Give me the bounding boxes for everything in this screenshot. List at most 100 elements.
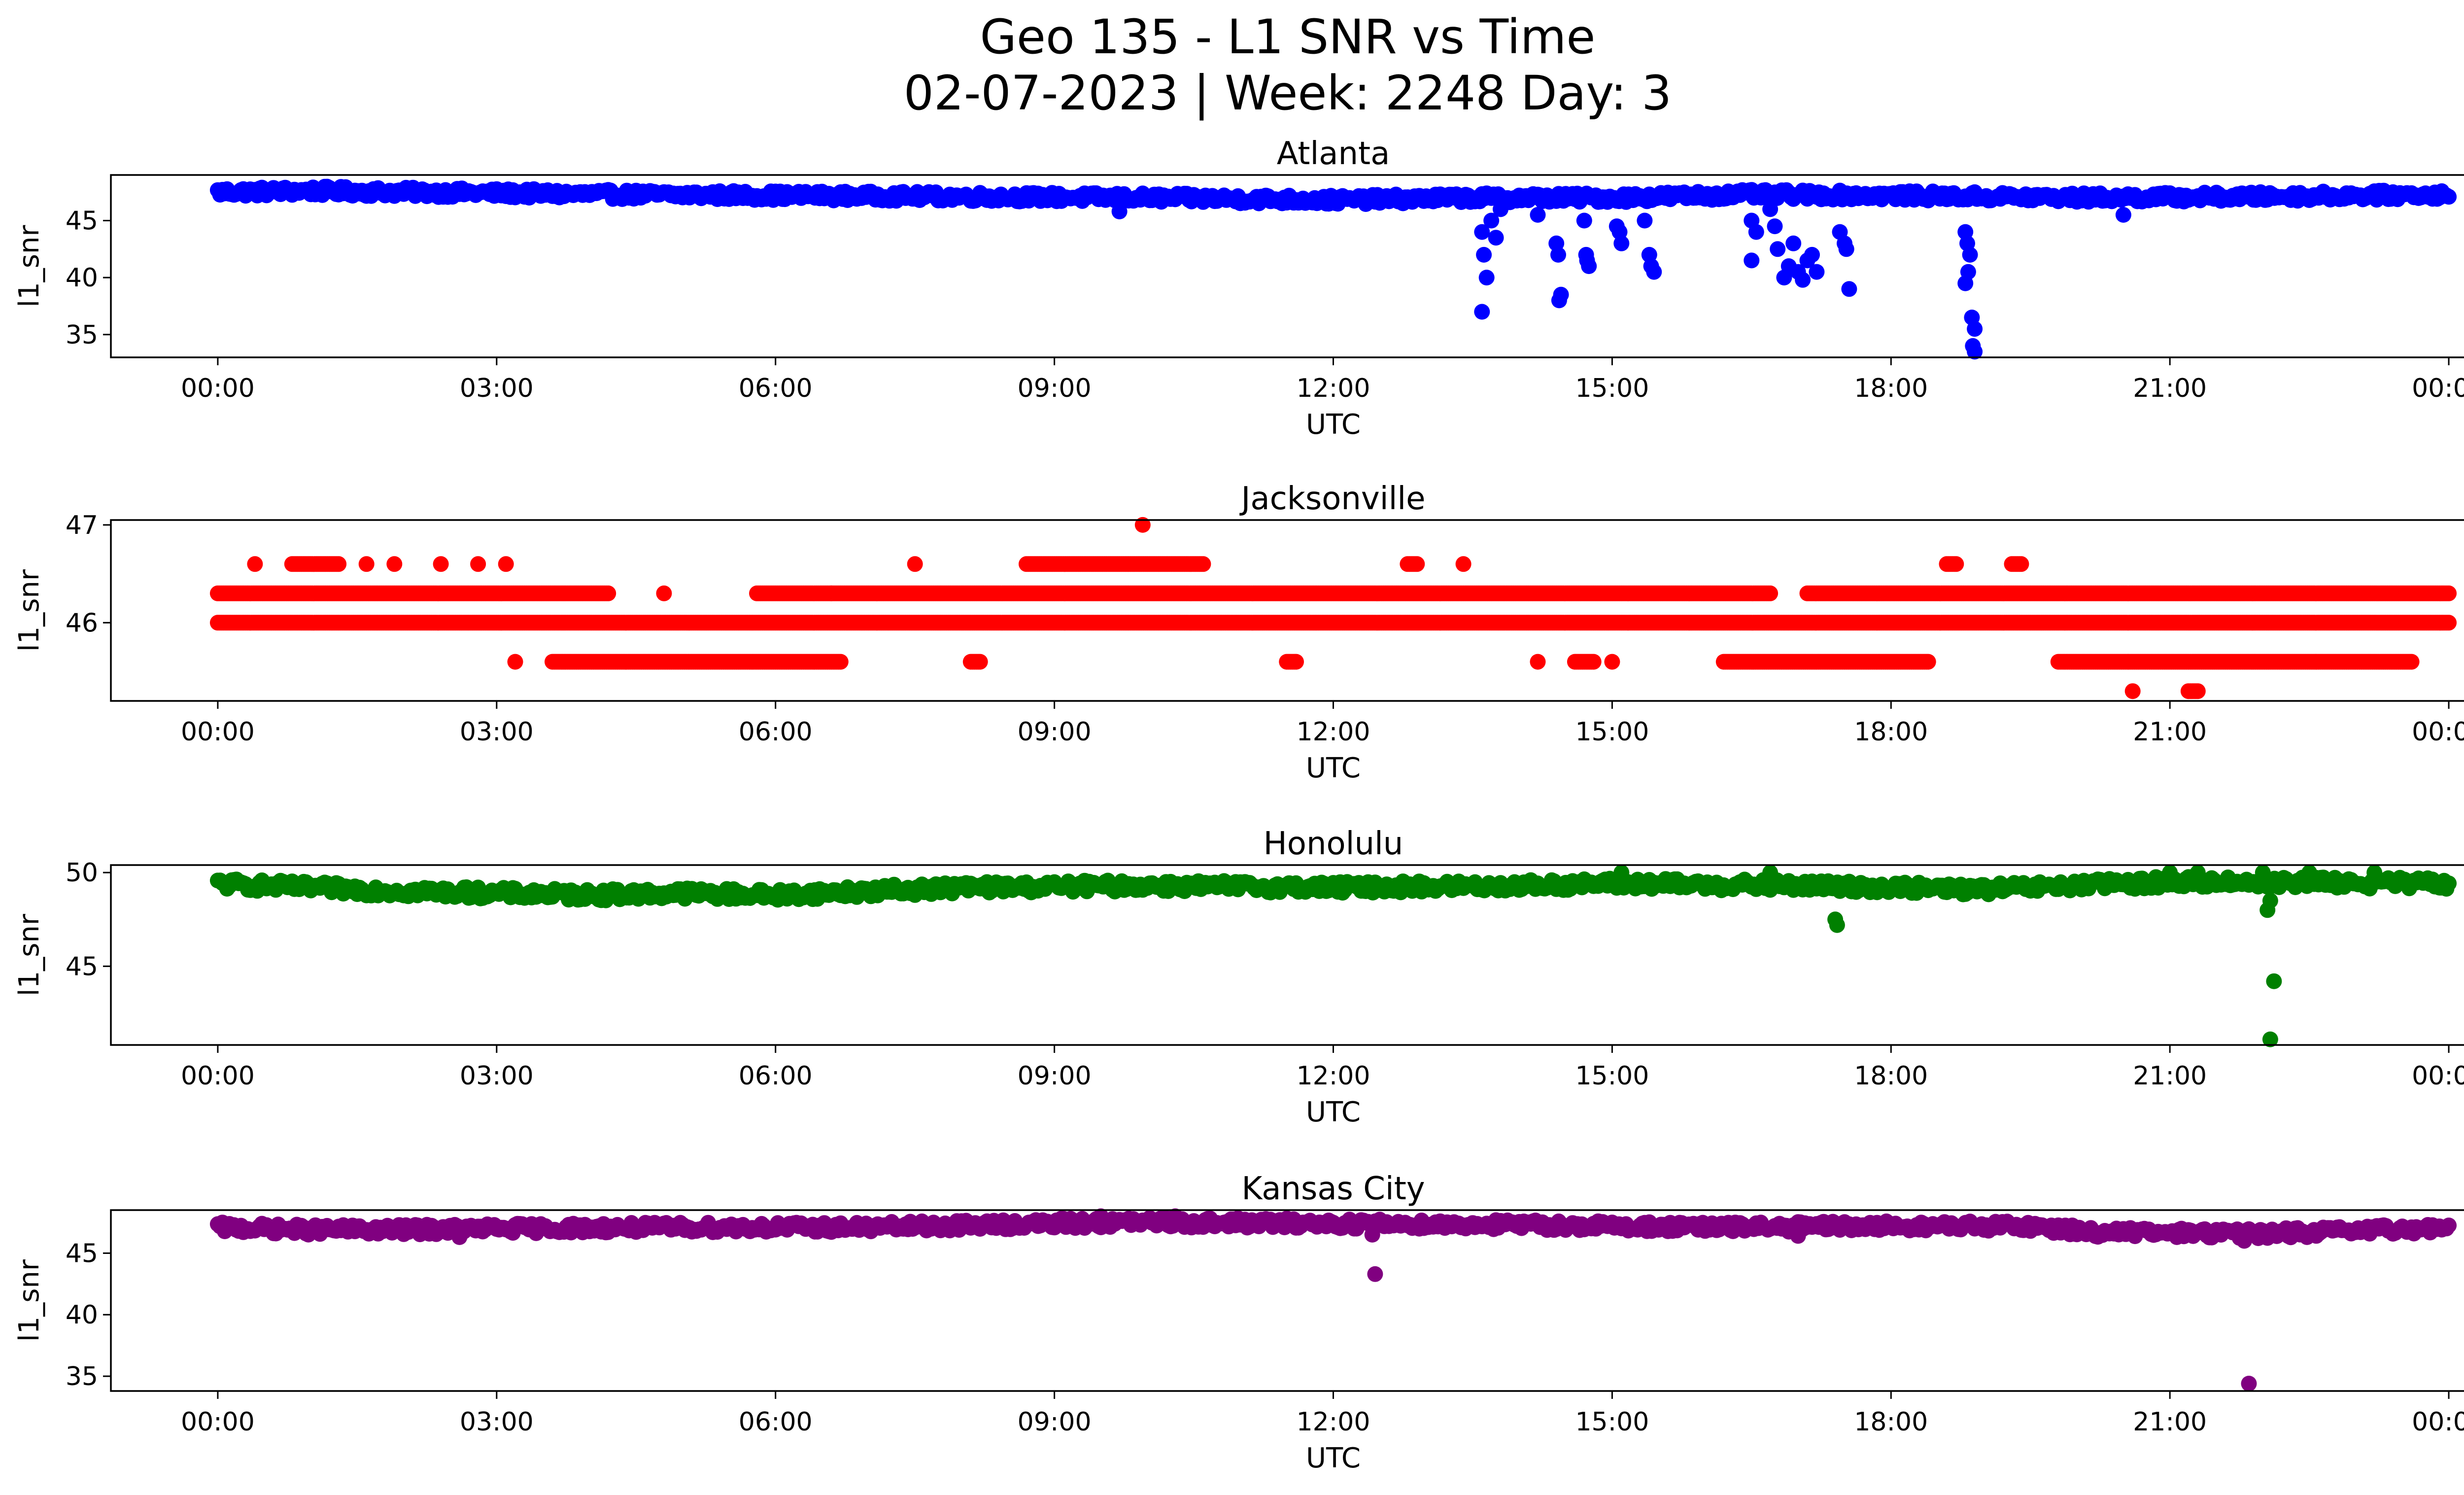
x-tick-label: 09:00 [1018, 717, 1092, 747]
data-point-outlier [1476, 246, 1492, 263]
data-point [1288, 654, 1304, 670]
y-axis-label: l1_snr [13, 225, 45, 308]
data-point [470, 556, 486, 572]
data-point-outlier [1134, 517, 1151, 533]
data-point-outlier [2266, 973, 2282, 989]
data-point [1195, 556, 1211, 572]
x-axis-label: UTC [1306, 409, 1361, 441]
scatter-points [209, 178, 2457, 360]
data-point [2441, 615, 2457, 631]
data-point [2403, 654, 2420, 670]
data-point-outlier [2262, 893, 2278, 909]
data-point-outlier [1770, 241, 1786, 257]
data-point [2190, 683, 2206, 699]
data-point-outlier [1646, 264, 1662, 280]
x-tick-label: 21:00 [2133, 374, 2207, 403]
x-tick-label: 06:00 [739, 717, 813, 747]
x-tick-label: 12:00 [1297, 717, 1370, 747]
data-point-outlier [1804, 246, 1820, 263]
data-point [2441, 875, 2457, 892]
data-point-outlier [1551, 292, 1567, 309]
data-point-outlier [2255, 865, 2271, 881]
x-tick-label: 00:00 [181, 374, 255, 403]
y-tick-label: 45 [66, 207, 98, 236]
y-axis-label: l1_snr [13, 569, 45, 652]
data-point-outlier [1957, 275, 1974, 291]
data-point [832, 654, 849, 670]
figure-title-line2: 02-07-2023 | Week: 2248 Day: 3 [904, 66, 1672, 121]
data-point-outlier [2115, 207, 2131, 223]
data-point-outlier [1611, 224, 1628, 240]
x-tick-label: 00:00 [2412, 374, 2464, 403]
data-point-outlier [1493, 201, 1508, 217]
data-point-outlier [1576, 212, 1592, 229]
data-point-outlier [1550, 246, 1566, 263]
data-point [1409, 556, 1425, 572]
x-tick-label: 00:00 [2412, 717, 2464, 747]
y-tick-label: 46 [66, 608, 98, 638]
data-point [1585, 654, 1602, 670]
subplot-title: Atlanta [1277, 136, 1390, 172]
data-point [2441, 585, 2457, 601]
x-tick-label: 09:00 [1018, 374, 1092, 403]
figure-title-line1: Geo 135 - L1 SNR vs Time [980, 9, 1596, 65]
data-point [1604, 654, 1620, 670]
x-tick-label: 03:00 [460, 717, 534, 747]
data-point-outlier [1962, 246, 1978, 263]
data-point-outlier [2162, 865, 2178, 881]
data-point [386, 556, 403, 572]
data-point [358, 556, 375, 572]
data-point-outlier [1967, 321, 1983, 337]
data-point [600, 585, 616, 601]
data-point-outlier [1748, 224, 1764, 240]
data-point [1948, 556, 1964, 572]
data-point [331, 556, 347, 572]
x-tick-label: 18:00 [1854, 374, 1928, 403]
data-point [1530, 654, 1546, 670]
data-point-outlier [1483, 212, 1500, 229]
data-point-outlier [2366, 865, 2383, 881]
data-point [433, 556, 449, 572]
data-point-outlier [1478, 270, 1495, 286]
data-point-outlier [1637, 212, 1653, 229]
x-tick-label: 06:00 [739, 374, 813, 403]
y-tick-label: 40 [66, 263, 98, 293]
data-point-outlier [1474, 224, 1490, 240]
data-point-outlier [1488, 230, 1504, 246]
y-tick-label: 35 [66, 320, 98, 350]
x-axis-label: UTC [1306, 752, 1361, 784]
data-point-outlier [1744, 252, 1760, 269]
data-point-outlier [2301, 865, 2318, 881]
x-tick-label: 12:00 [1297, 374, 1370, 403]
y-tick-label: 47 [66, 511, 98, 540]
data-point-outlier [1762, 865, 1779, 881]
data-point [2124, 683, 2141, 699]
data-point-outlier [1829, 917, 1845, 933]
data-point [2013, 556, 2029, 572]
data-point-outlier [1767, 218, 1783, 235]
x-tick-label: 21:00 [2133, 717, 2207, 747]
subplot-panels: Atlanta 00:00 03:00 06:00 09:00 12:00 15:00 18:… [13, 136, 2464, 1474]
data-point-outlier [1530, 207, 1546, 223]
x-tick-label: 15:00 [1575, 717, 1649, 747]
data-point-outlier [1841, 281, 1857, 297]
x-tick-label: 18:00 [1854, 717, 1928, 747]
data-point [507, 654, 523, 670]
x-tick-label: 03:00 [460, 374, 534, 403]
data-point [247, 556, 263, 572]
data-point-outlier [2190, 865, 2206, 881]
x-tick-label: 15:00 [1575, 374, 1649, 403]
data-point-outlier [1474, 304, 1490, 320]
data-point-outlier [1967, 344, 1983, 360]
data-point-outlier [1579, 252, 1595, 269]
data-point [656, 585, 672, 601]
scatter-points [209, 865, 2457, 1047]
data-point-outlier [1111, 204, 1128, 219]
data-point [1455, 556, 1472, 572]
data-point [1762, 585, 1779, 601]
data-point-outlier [1838, 241, 1854, 257]
scatter-points [209, 517, 2457, 699]
